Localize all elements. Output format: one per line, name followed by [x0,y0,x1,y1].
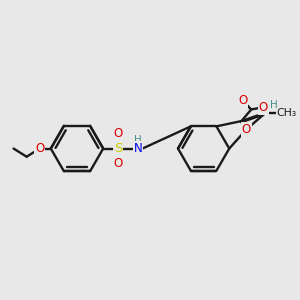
Text: S: S [114,142,122,155]
Text: O: O [35,142,44,155]
Text: O: O [242,123,251,136]
Text: O: O [114,157,123,169]
Text: H: H [270,100,277,110]
Text: N: N [134,142,142,155]
Text: CH₃: CH₃ [276,108,296,118]
Text: O: O [259,101,268,114]
Text: H: H [134,135,142,145]
Text: O: O [114,128,123,140]
Text: O: O [238,94,247,107]
